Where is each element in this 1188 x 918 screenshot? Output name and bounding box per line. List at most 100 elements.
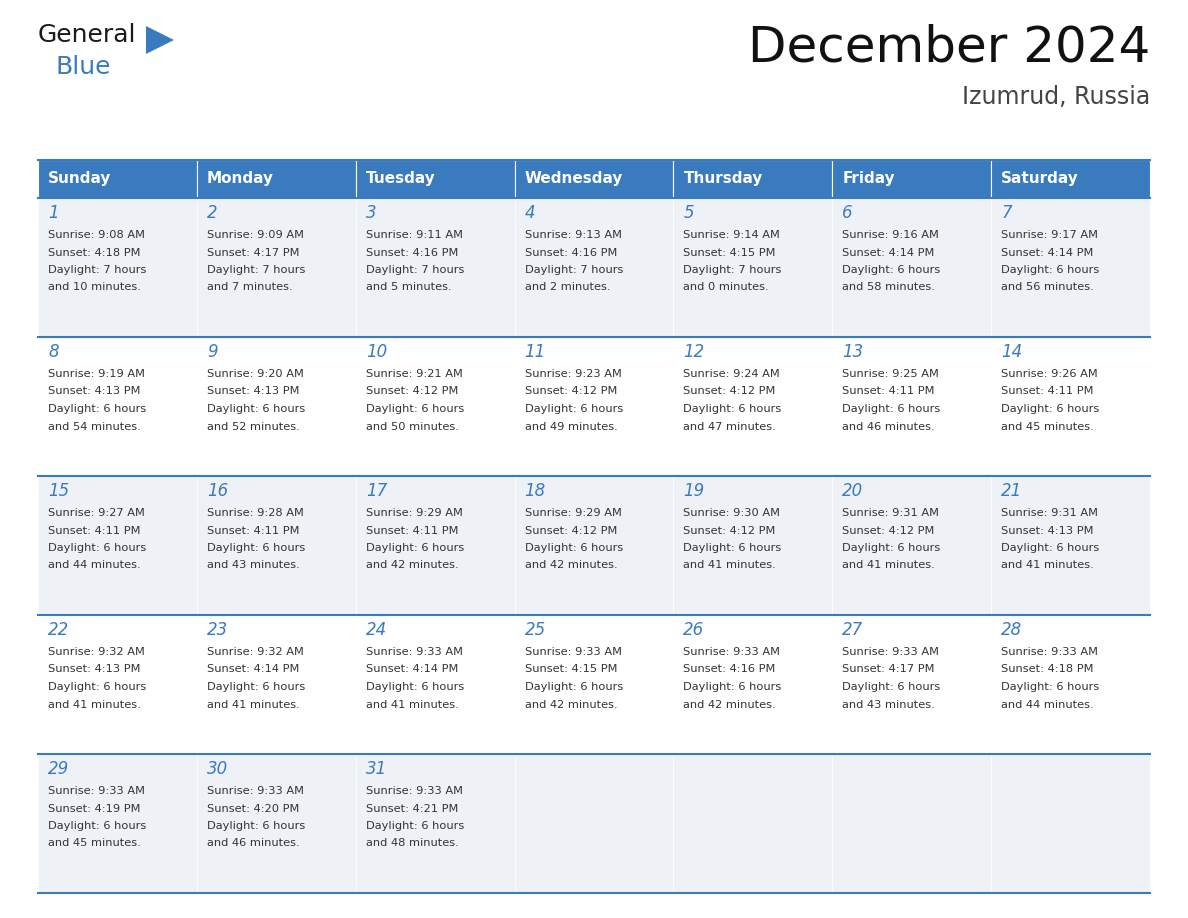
Text: 29: 29 [48,760,69,778]
Text: Sunrise: 9:09 AM: Sunrise: 9:09 AM [207,230,304,240]
Bar [197,160,355,198]
Text: Sunrise: 9:27 AM: Sunrise: 9:27 AM [48,508,145,518]
Text: 30: 30 [207,760,228,778]
Text: Daylight: 6 hours: Daylight: 6 hours [842,265,941,275]
Text: Sunrise: 9:26 AM: Sunrise: 9:26 AM [1001,369,1098,379]
Bar [674,160,833,198]
Text: 31: 31 [366,760,387,778]
Bar [833,337,991,476]
Text: Sunset: 4:16 PM: Sunset: 4:16 PM [366,248,459,258]
Bar [674,198,833,337]
Text: 23: 23 [207,621,228,639]
Text: Sunset: 4:20 PM: Sunset: 4:20 PM [207,803,299,813]
Text: and 41 minutes.: and 41 minutes. [683,561,776,570]
Text: Daylight: 6 hours: Daylight: 6 hours [48,821,146,831]
Text: Sunset: 4:17 PM: Sunset: 4:17 PM [207,248,299,258]
Text: Daylight: 7 hours: Daylight: 7 hours [48,265,146,275]
Text: Daylight: 6 hours: Daylight: 6 hours [207,682,305,692]
Text: and 42 minutes.: and 42 minutes. [525,561,618,570]
Bar [355,337,514,476]
Text: Sunrise: 9:33 AM: Sunrise: 9:33 AM [366,786,462,796]
Text: Daylight: 7 hours: Daylight: 7 hours [525,265,623,275]
Text: 20: 20 [842,482,864,500]
Text: 17: 17 [366,482,387,500]
Text: 5: 5 [683,204,694,222]
Bar [991,160,1150,198]
Text: Daylight: 6 hours: Daylight: 6 hours [683,543,782,553]
Polygon shape [146,26,173,54]
Text: Sunrise: 9:16 AM: Sunrise: 9:16 AM [842,230,940,240]
Text: Sunrise: 9:19 AM: Sunrise: 9:19 AM [48,369,145,379]
Bar [991,476,1150,615]
Text: and 46 minutes.: and 46 minutes. [207,838,299,848]
Text: and 58 minutes.: and 58 minutes. [842,283,935,293]
Bar [197,337,355,476]
Text: Blue: Blue [56,55,112,79]
Text: Sunrise: 9:32 AM: Sunrise: 9:32 AM [48,647,145,657]
Text: Sunrise: 9:24 AM: Sunrise: 9:24 AM [683,369,781,379]
Text: Daylight: 6 hours: Daylight: 6 hours [683,404,782,414]
Text: Sunset: 4:17 PM: Sunset: 4:17 PM [842,665,935,675]
Text: Sunrise: 9:17 AM: Sunrise: 9:17 AM [1001,230,1098,240]
Text: and 41 minutes.: and 41 minutes. [48,700,140,710]
Bar [197,476,355,615]
Text: 8: 8 [48,343,58,361]
Bar [991,337,1150,476]
Bar [355,615,514,754]
Text: and 50 minutes.: and 50 minutes. [366,421,459,431]
Text: and 41 minutes.: and 41 minutes. [366,700,459,710]
Text: 3: 3 [366,204,377,222]
Text: Sunrise: 9:14 AM: Sunrise: 9:14 AM [683,230,781,240]
Text: and 45 minutes.: and 45 minutes. [1001,421,1094,431]
Text: and 43 minutes.: and 43 minutes. [207,561,299,570]
Text: Saturday: Saturday [1001,172,1079,186]
Bar [197,198,355,337]
Text: Sunset: 4:15 PM: Sunset: 4:15 PM [683,248,776,258]
Text: and 41 minutes.: and 41 minutes. [207,700,299,710]
Text: Sunday: Sunday [48,172,112,186]
Text: Sunset: 4:14 PM: Sunset: 4:14 PM [842,248,935,258]
Text: Daylight: 6 hours: Daylight: 6 hours [366,821,465,831]
Text: Sunrise: 9:29 AM: Sunrise: 9:29 AM [525,508,621,518]
Bar [674,615,833,754]
Text: 25: 25 [525,621,545,639]
Text: 4: 4 [525,204,536,222]
Text: Daylight: 6 hours: Daylight: 6 hours [207,821,305,831]
Text: Daylight: 6 hours: Daylight: 6 hours [207,404,305,414]
Text: Daylight: 6 hours: Daylight: 6 hours [366,543,465,553]
Text: 2: 2 [207,204,217,222]
Text: Daylight: 7 hours: Daylight: 7 hours [366,265,465,275]
Text: 22: 22 [48,621,69,639]
Text: Daylight: 6 hours: Daylight: 6 hours [1001,265,1099,275]
Text: 12: 12 [683,343,704,361]
Text: Sunrise: 9:13 AM: Sunrise: 9:13 AM [525,230,621,240]
Text: and 54 minutes.: and 54 minutes. [48,421,140,431]
Text: Sunrise: 9:31 AM: Sunrise: 9:31 AM [842,508,940,518]
Text: Sunrise: 9:33 AM: Sunrise: 9:33 AM [48,786,145,796]
Text: and 47 minutes.: and 47 minutes. [683,421,776,431]
Bar [514,198,674,337]
Bar [674,754,833,893]
Text: and 41 minutes.: and 41 minutes. [1001,561,1094,570]
Text: and 44 minutes.: and 44 minutes. [1001,700,1094,710]
Text: 16: 16 [207,482,228,500]
Text: Tuesday: Tuesday [366,172,436,186]
Text: 11: 11 [525,343,545,361]
Bar [833,615,991,754]
Bar [197,754,355,893]
Text: Sunset: 4:11 PM: Sunset: 4:11 PM [48,525,140,535]
Text: Daylight: 6 hours: Daylight: 6 hours [207,543,305,553]
Text: Izumrud, Russia: Izumrud, Russia [962,85,1150,109]
Text: Sunrise: 9:21 AM: Sunrise: 9:21 AM [366,369,462,379]
Text: and 42 minutes.: and 42 minutes. [366,561,459,570]
Text: Sunset: 4:18 PM: Sunset: 4:18 PM [48,248,140,258]
Bar [355,198,514,337]
Bar [514,337,674,476]
Text: Daylight: 6 hours: Daylight: 6 hours [525,404,623,414]
Text: Daylight: 6 hours: Daylight: 6 hours [1001,404,1099,414]
Text: Sunset: 4:13 PM: Sunset: 4:13 PM [48,386,140,397]
Text: 18: 18 [525,482,545,500]
Text: General: General [38,23,137,47]
Text: 15: 15 [48,482,69,500]
Text: and 5 minutes.: and 5 minutes. [366,283,451,293]
